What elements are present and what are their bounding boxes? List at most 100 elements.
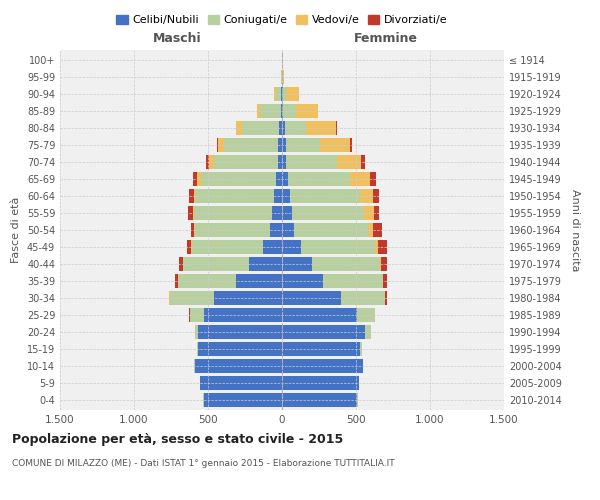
Bar: [189, 189, 194, 203]
Bar: [282, 240, 301, 254]
Bar: [282, 223, 294, 237]
Bar: [257, 104, 260, 118]
Bar: [282, 257, 311, 271]
Bar: [274, 189, 282, 203]
Bar: [323, 274, 383, 288]
Bar: [379, 240, 386, 254]
Bar: [276, 172, 282, 186]
Bar: [200, 172, 276, 186]
Bar: [283, 70, 284, 84]
Bar: [279, 121, 282, 135]
Bar: [192, 240, 263, 254]
Bar: [290, 189, 360, 203]
Bar: [361, 155, 365, 169]
Bar: [383, 274, 386, 288]
Bar: [250, 257, 282, 271]
Bar: [194, 189, 196, 203]
Bar: [278, 138, 282, 152]
Bar: [370, 172, 376, 186]
Bar: [194, 325, 197, 339]
Bar: [175, 274, 178, 288]
Bar: [283, 87, 286, 101]
Bar: [193, 172, 197, 186]
Bar: [194, 359, 282, 373]
Bar: [270, 223, 282, 237]
Bar: [200, 376, 282, 390]
Bar: [365, 325, 371, 339]
Bar: [368, 223, 373, 237]
Bar: [364, 206, 374, 220]
Bar: [286, 87, 299, 101]
Bar: [360, 189, 373, 203]
Bar: [361, 342, 362, 356]
Bar: [288, 172, 350, 186]
Bar: [336, 121, 337, 135]
Bar: [285, 121, 307, 135]
Bar: [281, 87, 282, 101]
Bar: [197, 172, 200, 186]
Bar: [272, 206, 282, 220]
Bar: [282, 206, 292, 220]
Bar: [380, 257, 381, 271]
Bar: [203, 393, 282, 407]
Bar: [375, 240, 379, 254]
Bar: [218, 138, 224, 152]
Bar: [337, 155, 361, 169]
Bar: [286, 138, 320, 152]
Bar: [282, 121, 285, 135]
Bar: [286, 155, 337, 169]
Bar: [263, 240, 282, 254]
Y-axis label: Anni di nascita: Anni di nascita: [570, 188, 580, 271]
Bar: [183, 257, 250, 271]
Bar: [282, 172, 288, 186]
Bar: [301, 240, 375, 254]
Bar: [193, 206, 194, 220]
Text: Popolazione per età, sesso e stato civile - 2015: Popolazione per età, sesso e stato civil…: [12, 432, 343, 446]
Bar: [296, 104, 317, 118]
Bar: [194, 206, 272, 220]
Bar: [282, 359, 362, 373]
Bar: [191, 223, 194, 237]
Bar: [282, 376, 359, 390]
Bar: [242, 121, 279, 135]
Bar: [341, 291, 385, 305]
Bar: [278, 155, 282, 169]
Bar: [197, 342, 282, 356]
Bar: [281, 104, 282, 118]
Bar: [282, 308, 358, 322]
Bar: [307, 121, 336, 135]
Bar: [190, 308, 203, 322]
Bar: [282, 87, 283, 101]
Bar: [282, 291, 341, 305]
Bar: [282, 104, 283, 118]
Bar: [206, 155, 209, 169]
Bar: [236, 274, 282, 288]
Bar: [282, 325, 365, 339]
Bar: [320, 138, 350, 152]
Legend: Celibi/Nubili, Coniugati/e, Vedovi/e, Divorziati/e: Celibi/Nubili, Coniugati/e, Vedovi/e, Di…: [112, 10, 452, 30]
Bar: [276, 87, 281, 101]
Bar: [214, 291, 282, 305]
Text: Maschi: Maschi: [154, 32, 202, 45]
Bar: [282, 138, 286, 152]
Bar: [236, 121, 242, 135]
Bar: [203, 308, 282, 322]
Bar: [282, 274, 323, 288]
Bar: [179, 257, 182, 271]
Bar: [311, 257, 380, 271]
Bar: [282, 393, 358, 407]
Bar: [350, 138, 352, 152]
Bar: [260, 104, 281, 118]
Bar: [224, 138, 278, 152]
Bar: [373, 223, 382, 237]
Bar: [292, 206, 364, 220]
Bar: [274, 87, 276, 101]
Bar: [197, 325, 282, 339]
Y-axis label: Fasce di età: Fasce di età: [11, 197, 21, 263]
Bar: [358, 308, 374, 322]
Text: COMUNE DI MILAZZO (ME) - Dati ISTAT 1° gennaio 2015 - Elaborazione TUTTITALIA.IT: COMUNE DI MILAZZO (ME) - Dati ISTAT 1° g…: [12, 459, 395, 468]
Bar: [196, 189, 274, 203]
Bar: [187, 240, 191, 254]
Bar: [282, 155, 286, 169]
Bar: [209, 155, 214, 169]
